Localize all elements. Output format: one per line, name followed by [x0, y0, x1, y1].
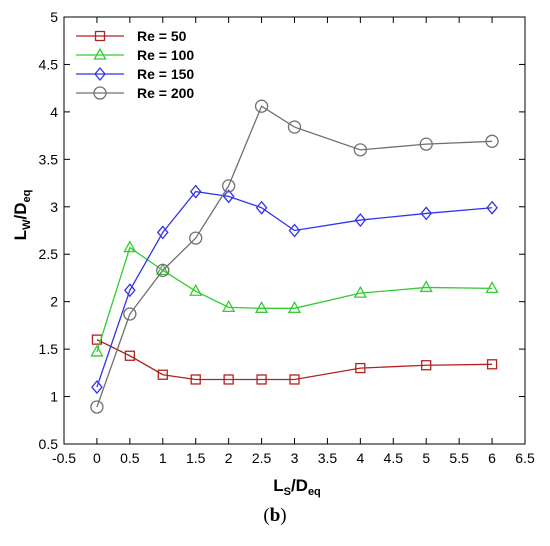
legend-marker — [93, 47, 107, 60]
data-point — [486, 200, 498, 215]
legend-label: Re = 50 — [137, 28, 187, 44]
data-point — [123, 307, 137, 321]
data-point — [419, 137, 433, 151]
line-chart: -0.5 0 0.5 1 1.5 2 2.5 3 3.5 4 4.5 5 5.5 6 6.5 0.5 1 1.5… — [11, 9, 535, 498]
data-point — [420, 206, 433, 221]
series-line — [96, 246, 493, 353]
data-point — [156, 263, 170, 278]
data-point — [287, 300, 302, 313]
series-line — [96, 105, 493, 408]
data-point — [355, 362, 366, 374]
x-tick-label: 5 — [422, 450, 430, 466]
data-point — [222, 189, 235, 204]
series-layer — [90, 99, 499, 414]
data-point — [223, 374, 234, 385]
legend-item: Re = 50 — [76, 28, 187, 44]
legend-marker — [94, 30, 106, 42]
y-tick-label: 3 — [50, 199, 58, 215]
y-tick-label: 2.5 — [39, 246, 59, 262]
data-point — [124, 350, 136, 361]
data-point — [486, 359, 498, 370]
data-point — [189, 283, 203, 296]
x-tick-label: 1 — [159, 450, 167, 466]
data-point — [256, 374, 267, 385]
x-tick-label: 3.5 — [318, 450, 338, 466]
x-tick-label: -0.5 — [52, 450, 76, 466]
data-point — [156, 263, 170, 276]
data-point — [157, 369, 168, 380]
legend-label: Re = 100 — [137, 47, 194, 63]
data-point — [189, 184, 202, 199]
data-point — [254, 99, 269, 113]
y-tick-label: 1.5 — [39, 341, 59, 357]
data-point — [254, 300, 269, 313]
x-tick-label: 4.5 — [384, 450, 404, 466]
y-tick-label: 2 — [50, 294, 58, 310]
x-tick-label: 3 — [291, 450, 299, 466]
data-point — [123, 240, 137, 253]
data-point — [354, 213, 367, 228]
y-tick-label: 4 — [50, 104, 58, 120]
data-point — [353, 285, 367, 298]
panel-label: (b) — [263, 505, 287, 526]
data-point — [90, 400, 104, 414]
y-tick-label: 5 — [50, 9, 58, 25]
x-axis-ticks: -0.5 0 0.5 1 1.5 2 2.5 3 3.5 4 4.5 5 5.5 6 6.5 — [52, 17, 535, 466]
y-axis-ticks: 0.5 1 1.5 2 2.5 3 3.5 4 4.5 5 — [39, 9, 525, 452]
data-point — [485, 281, 499, 294]
legend-label: Re = 150 — [137, 66, 194, 82]
data-point — [190, 374, 201, 385]
data-point — [156, 225, 169, 240]
data-point — [221, 179, 236, 193]
data-point — [255, 200, 268, 215]
data-point — [287, 120, 302, 134]
x-tick-label: 2 — [225, 450, 233, 466]
series-square — [91, 334, 498, 385]
data-point — [485, 134, 499, 148]
legend-item: Re = 200 — [76, 85, 194, 101]
legend-label: Re = 200 — [137, 85, 194, 101]
series-diamond — [91, 184, 498, 395]
y-tick-label: 3.5 — [39, 151, 59, 167]
y-tick-label: 4.5 — [39, 56, 59, 72]
x-tick-label: 1.5 — [186, 450, 206, 466]
x-tick-label: 2.5 — [252, 450, 272, 466]
data-point — [289, 374, 300, 385]
series-circle — [90, 99, 499, 414]
data-point — [288, 223, 301, 238]
legend-marker — [93, 86, 107, 100]
legend-item: Re = 100 — [76, 47, 194, 63]
x-tick-label: 6 — [488, 450, 496, 466]
data-point — [222, 300, 236, 313]
x-tick-label: 0.5 — [120, 450, 140, 466]
x-tick-label: 5.5 — [449, 450, 469, 466]
y-axis-title: LW/Deq — [11, 190, 33, 241]
legend: Re = 50 Re = 100 Re = 150 Re = 200 — [76, 28, 194, 101]
x-axis-title: LS/Deq — [273, 476, 321, 498]
data-point — [124, 283, 136, 298]
y-tick-label: 0.5 — [39, 436, 59, 452]
data-point — [421, 360, 432, 371]
legend-marker — [94, 66, 106, 82]
legend-item: Re = 150 — [76, 66, 194, 82]
series-line — [96, 190, 493, 388]
series-line — [96, 339, 493, 381]
data-point — [90, 344, 104, 357]
x-tick-label: 4 — [356, 450, 364, 466]
x-tick-label: 6.5 — [515, 450, 535, 466]
data-point — [419, 280, 433, 293]
data-point — [189, 231, 203, 245]
y-tick-label: 1 — [50, 389, 58, 405]
series-triangle — [90, 240, 499, 357]
data-point — [353, 143, 368, 157]
data-point — [91, 380, 103, 395]
x-tick-label: 0 — [93, 450, 101, 466]
